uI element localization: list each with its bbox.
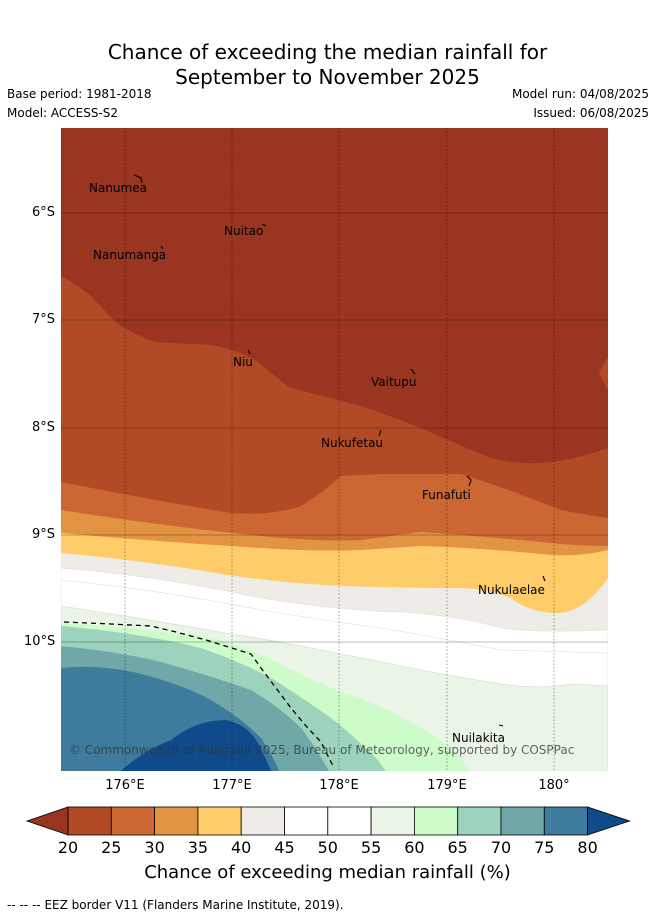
colorbar-arrow-low [25, 806, 69, 836]
lon-label-177e: 177°E [212, 778, 252, 793]
colorbar-tick-label: 40 [231, 838, 252, 857]
colorbar-tick-label: 45 [274, 838, 295, 857]
lon-label-178e: 178°E [319, 778, 359, 793]
band-25-30-notch [599, 356, 608, 390]
colorbar-cell [500, 806, 545, 836]
colorbar-tick-label: 60 [404, 838, 425, 857]
lon-label-176e: 176°E [105, 778, 145, 793]
base-period: Base period: 1981-2018 [7, 87, 152, 101]
colorbar-tick-label: 70 [490, 838, 512, 857]
eez-border-line [63, 621, 335, 769]
colorbar-svg [25, 806, 631, 836]
colorbar-tick-label: 75 [534, 838, 555, 857]
model-name: Model: ACCESS-S2 [7, 106, 119, 120]
lat-label-8s: 8°S [32, 420, 56, 435]
title-line-2: September to November 2025 [175, 65, 480, 89]
island-nanumea [133, 174, 143, 184]
title-line-1: Chance of exceeding the median rainfall … [107, 40, 548, 64]
place-nuitao: Nuitao [224, 224, 263, 238]
colorbar-cell [327, 806, 372, 836]
colorbar-tick-label: 20 [57, 838, 79, 857]
colorbar-tick-label: 25 [101, 838, 122, 857]
lon-label-180: 180° [538, 778, 570, 793]
place-nukufetau: Nukufetau [321, 436, 383, 450]
place-vaitupu: Vaitupu [371, 375, 417, 389]
lat-label-6s: 6°S [32, 205, 56, 220]
copyright-notice: © Commonwealth of Australia 2025, Bureau… [69, 743, 574, 757]
place-niu: Niu [233, 355, 253, 369]
colorbar-cell [413, 806, 459, 836]
colorbar-tick-label: 55 [360, 838, 382, 857]
lat-label-10s: 10°S [24, 634, 56, 649]
colorbar-cell [543, 806, 588, 836]
colorbar-arrow-high [587, 806, 631, 836]
longitude-grid [124, 128, 555, 771]
island-niu [247, 349, 251, 355]
issued-date: Issued: 06/08/2025 [533, 106, 649, 120]
island-vaitupu [410, 368, 416, 375]
island-nuilakita [498, 724, 504, 727]
place-funafuti: Funafuti [422, 488, 471, 502]
colorbar-label: Chance of exceeding median rainfall (%) [144, 862, 511, 883]
band-85-plus [121, 720, 271, 771]
chart-title: Chance of exceeding the median rainfall … [0, 40, 655, 90]
colorbar-cell [370, 806, 415, 836]
map-svg: Nanumea Nuitao Nanumanga Niu Vaitupu Nuk… [61, 128, 608, 771]
islands [133, 174, 546, 727]
colorbar-tick-label: 80 [577, 838, 598, 857]
colorbar-tick-label: 50 [317, 838, 338, 857]
eez-legend-symbol: -- -- -- [7, 898, 41, 912]
colorbar-cell [154, 806, 199, 836]
colorbar-cell [457, 806, 502, 836]
place-nanumanga: Nanumanga [93, 248, 166, 262]
colorbar-tick-label: 35 [187, 838, 209, 857]
colorbar-tick-label: 30 [144, 838, 165, 857]
island-nanumanga [160, 245, 164, 250]
model-run: Model run: 04/08/2025 [511, 87, 649, 101]
eez-legend: -- -- -- EEZ border V11 (Flanders Marine… [7, 898, 344, 912]
band-25-30-dot [61, 426, 83, 432]
colorbar-cell [284, 806, 329, 836]
rainfall-map: Nanumea Nuitao Nanumanga Niu Vaitupu Nuk… [61, 128, 608, 771]
colorbar-cell [110, 806, 156, 836]
eez-legend-text: EEZ border V11 (Flanders Marine Institut… [44, 898, 344, 912]
lon-label-179e: 179°E [427, 778, 467, 793]
colorbar-cell [67, 806, 112, 836]
lat-label-7s: 7°S [32, 312, 56, 327]
island-nuitao [261, 223, 267, 227]
place-nukulaelae: Nukulaelae [478, 583, 545, 597]
island-nukulaelae [542, 575, 546, 582]
place-nuilakita: Nuilakita [452, 731, 505, 745]
colorbar-cell [240, 806, 285, 836]
place-nanumea: Nanumea [89, 181, 147, 195]
colorbar-tick-label: 65 [447, 838, 468, 857]
island-funafuti [466, 475, 472, 487]
colorbar-cell [197, 806, 242, 836]
island-nukufetau [378, 429, 382, 437]
colorbar [25, 806, 631, 840]
latitude-grid [61, 212, 608, 643]
lat-label-9s: 9°S [32, 527, 56, 542]
